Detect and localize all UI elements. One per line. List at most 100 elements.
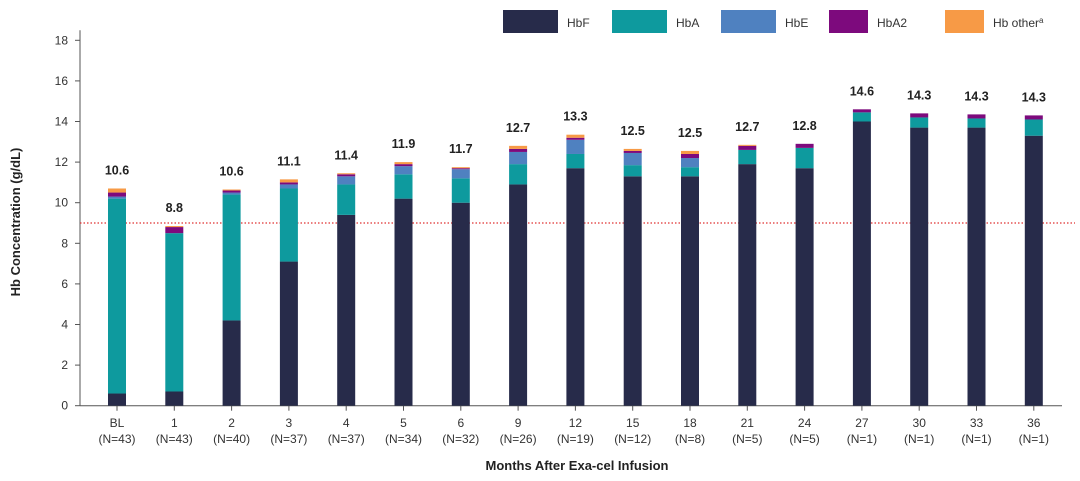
bar-segment-hba2 xyxy=(337,174,356,177)
bar-segment-hbf xyxy=(108,393,126,406)
legend-label: HbF xyxy=(567,16,590,30)
n-label: (N=8) xyxy=(675,432,705,446)
total-label: 8.8 xyxy=(166,201,183,215)
total-label: 14.3 xyxy=(1022,90,1046,104)
total-label: 10.6 xyxy=(105,163,129,177)
bar-segment-hbf xyxy=(566,168,585,406)
bar-segment-hba2 xyxy=(165,227,184,234)
bar-segment-hba2 xyxy=(623,150,642,153)
bar-segment-hbf xyxy=(738,164,757,406)
total-label: 11.1 xyxy=(277,154,301,168)
x-tick-label: 6 xyxy=(457,416,464,430)
total-label: 12.7 xyxy=(735,120,759,134)
bar-segment-hbf xyxy=(852,121,871,406)
bar-segment-hbe xyxy=(222,192,241,195)
legend-swatch xyxy=(721,10,776,33)
y-tick-label: 6 xyxy=(61,277,68,291)
bar-segment-hba2 xyxy=(795,143,814,148)
legend-label: HbE xyxy=(785,16,808,30)
bar-segment-hbe xyxy=(108,196,126,199)
y-tick-label: 14 xyxy=(55,115,69,129)
total-label: 11.4 xyxy=(334,148,358,162)
bar-segment-hba xyxy=(910,117,929,128)
bar-segment-hbf xyxy=(222,320,241,406)
legend-swatch xyxy=(503,10,558,33)
n-label: (N=26) xyxy=(500,432,537,446)
bar-segment-hbe xyxy=(509,151,528,165)
y-axis-title: Hb Concentration (g/dL) xyxy=(8,148,23,297)
bar-segment-hbe xyxy=(566,139,585,154)
total-label: 12.5 xyxy=(678,126,702,140)
n-label: (N=40) xyxy=(213,432,250,446)
n-label: (N=1) xyxy=(961,432,991,446)
bar-segment-hbf xyxy=(681,176,699,406)
y-tick-label: 2 xyxy=(61,358,68,372)
y-tick-label: 16 xyxy=(55,74,69,88)
total-label: 14.3 xyxy=(907,88,931,102)
bar-segment-hba xyxy=(451,178,470,203)
bar-segment-hbe xyxy=(623,152,642,166)
x-axis-title: Months After Exa-cel Infusion xyxy=(486,458,669,473)
total-label: 14.6 xyxy=(850,84,874,98)
total-label: 10.6 xyxy=(219,165,243,179)
bar-segment-hbe xyxy=(337,176,356,185)
bar-segment-hbe xyxy=(681,158,699,168)
bar-segment-hba xyxy=(222,194,241,321)
y-tick-label: 12 xyxy=(55,155,69,169)
x-tick-label: 15 xyxy=(626,416,640,430)
total-label: 14.3 xyxy=(964,89,988,103)
x-tick-label: 4 xyxy=(343,416,350,430)
n-label: (N=32) xyxy=(442,432,479,446)
bar-segment-hb-other xyxy=(566,134,585,138)
n-label: (N=5) xyxy=(732,432,762,446)
bar-segment-hba2 xyxy=(279,182,298,185)
x-tick-label: 30 xyxy=(913,416,927,430)
bar-segment-hba xyxy=(1024,119,1043,136)
bar-segment-hb-other xyxy=(222,189,241,191)
bar-segment-hb-other xyxy=(623,148,642,151)
bar-segment-hbf xyxy=(967,127,986,406)
bar-segment-hb-other xyxy=(165,226,184,228)
bar-segment-hba xyxy=(623,165,642,177)
y-tick-label: 10 xyxy=(55,196,69,210)
total-label: 12.8 xyxy=(792,119,816,133)
bar-segment-hbe xyxy=(279,184,298,189)
x-tick-label: 5 xyxy=(400,416,407,430)
n-label: (N=1) xyxy=(1019,432,1049,446)
total-label: 12.7 xyxy=(506,121,530,135)
x-tick-label: 2 xyxy=(228,416,235,430)
bar-segment-hba xyxy=(681,167,699,177)
n-label: (N=37) xyxy=(328,432,365,446)
bar-segment-hba xyxy=(509,164,528,185)
bar-segment-hba2 xyxy=(738,145,757,150)
bar-segment-hbf xyxy=(910,127,929,406)
bar-segment-hb-other xyxy=(337,173,356,175)
x-tick-label: 27 xyxy=(855,416,869,430)
bar-segment-hbf xyxy=(279,261,298,406)
x-tick-label: 18 xyxy=(683,416,697,430)
n-label: (N=19) xyxy=(557,432,594,446)
bar-segment-hb-other xyxy=(738,144,757,146)
n-label: (N=12) xyxy=(614,432,651,446)
x-tick-label: 12 xyxy=(569,416,583,430)
bar-segment-hba xyxy=(165,233,184,392)
bar-segment-hbf xyxy=(337,214,356,406)
bar-segment-hba2 xyxy=(967,114,986,119)
bar-segment-hbf xyxy=(1024,135,1043,406)
legend-swatch xyxy=(829,10,868,33)
bar-segment-hba xyxy=(852,112,871,122)
bar-segment-hba2 xyxy=(394,164,413,167)
bar-segment-hbf xyxy=(509,184,528,406)
bar-segment-hba2 xyxy=(1024,115,1043,120)
bar-segment-hb-other xyxy=(451,167,470,169)
bar-segment-hba2 xyxy=(852,109,871,113)
bar-segment-hb-other xyxy=(509,145,528,149)
x-tick-label: 1 xyxy=(171,416,178,430)
n-label: (N=34) xyxy=(385,432,422,446)
total-label: 11.7 xyxy=(449,142,473,156)
total-label: 12.5 xyxy=(621,124,645,138)
bar-segment-hba xyxy=(108,198,126,394)
bar-segment-hba2 xyxy=(509,148,528,152)
bar-segment-hba2 xyxy=(108,192,126,197)
